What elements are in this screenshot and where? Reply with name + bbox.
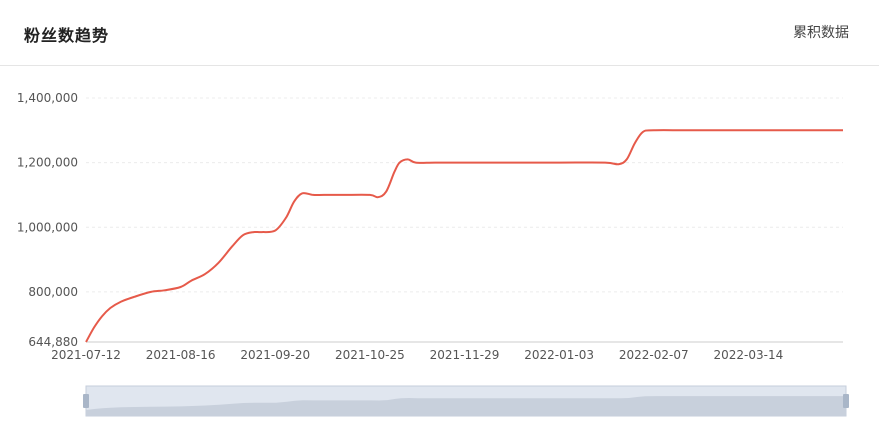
x-axis-labels: 2021-07-12 2021-08-16 2021-09-20 2021-10-25… xyxy=(51,348,783,362)
x-tick-label: 2021-08-16 xyxy=(146,348,216,362)
y-tick-label: 1,000,000 xyxy=(17,220,78,234)
grid-lines xyxy=(86,97,843,293)
y-tick-label: 644,880 xyxy=(28,335,78,349)
chart-title: 粉丝数趋势 xyxy=(24,26,110,45)
y-tick-label: 800,000 xyxy=(28,285,78,299)
slider-preview-area xyxy=(86,396,846,416)
y-axis-labels: 644,880 800,000 1,000,000 1,200,000 1,400,00… xyxy=(17,91,78,349)
x-tick-label: 2022-02-07 xyxy=(619,348,689,362)
zoom-slider[interactable] xyxy=(83,385,849,417)
slider-left-handle[interactable] xyxy=(83,394,89,408)
slider-right-handle[interactable] xyxy=(843,394,849,408)
x-tick-label: 2021-07-12 xyxy=(51,348,121,362)
y-tick-label: 1,200,000 xyxy=(17,156,78,170)
x-tick-label: 2022-01-03 xyxy=(524,348,594,362)
chart-header: 粉丝数趋势 累积数据 xyxy=(0,0,879,66)
fans-count-line xyxy=(85,129,843,343)
y-tick-label: 1,400,000 xyxy=(17,91,78,105)
x-tick-label: 2021-10-25 xyxy=(335,348,405,362)
x-tick-label: 2022-03-14 xyxy=(714,348,784,362)
x-tick-label: 2021-11-29 xyxy=(430,348,500,362)
x-tick-label: 2021-09-20 xyxy=(240,348,310,362)
cumulative-data-toggle[interactable]: 累积数据 xyxy=(793,25,849,41)
